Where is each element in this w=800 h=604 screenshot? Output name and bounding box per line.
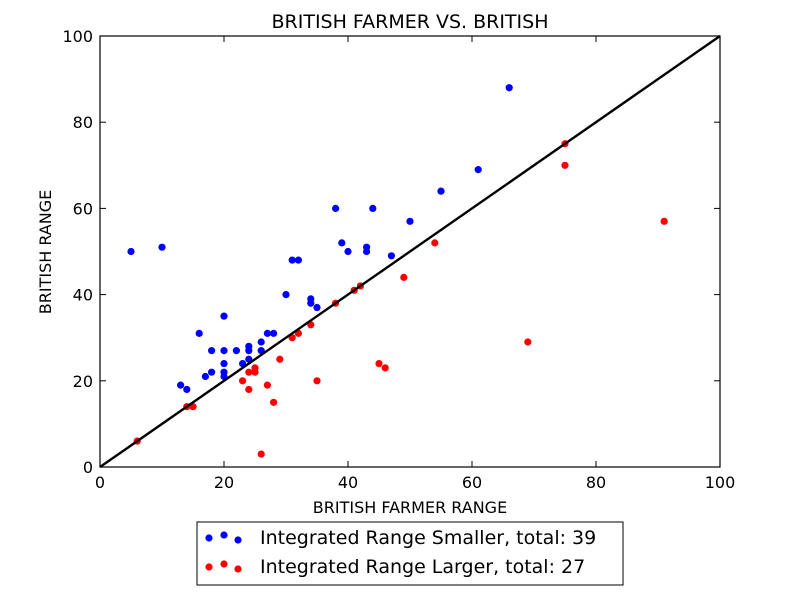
x-tick-label: 40 bbox=[338, 473, 358, 492]
x-tick-label: 0 bbox=[95, 473, 105, 492]
legend-marker-larger bbox=[205, 563, 213, 571]
data-point-larger bbox=[239, 377, 247, 385]
data-point-larger bbox=[313, 377, 321, 385]
legend-label-smaller: Integrated Range Smaller, total: 39 bbox=[260, 527, 596, 549]
data-point-larger bbox=[375, 359, 383, 368]
data-point-smaller bbox=[158, 243, 166, 251]
data-point-larger bbox=[257, 450, 265, 458]
data-point-smaller bbox=[232, 347, 240, 355]
data-point-smaller bbox=[220, 359, 228, 368]
data-point-smaller bbox=[294, 256, 302, 264]
y-tick-label: 60 bbox=[73, 199, 93, 218]
axis-ticks: 0 20 40 60 80 100 0 20 40 60 80 100 bbox=[62, 27, 735, 492]
data-point-larger bbox=[276, 355, 284, 363]
data-point-smaller bbox=[387, 252, 395, 260]
data-point-smaller bbox=[263, 329, 271, 337]
data-point-larger bbox=[561, 161, 569, 169]
data-point-smaller bbox=[208, 368, 216, 376]
x-tick-label: 100 bbox=[705, 473, 736, 492]
legend-frame bbox=[196, 521, 624, 586]
data-point-smaller bbox=[282, 291, 290, 299]
data-point-smaller bbox=[201, 372, 209, 381]
data-point-smaller bbox=[127, 247, 135, 256]
data-point-larger bbox=[400, 273, 408, 281]
data-point-smaller bbox=[313, 303, 321, 312]
y-axis-label: BRITISH RANGE bbox=[36, 190, 55, 314]
x-tick-label: 80 bbox=[586, 473, 606, 492]
data-point-smaller bbox=[332, 204, 340, 212]
plot-area bbox=[99, 35, 721, 468]
data-point-smaller bbox=[338, 239, 346, 247]
x-tick-label: 20 bbox=[214, 473, 234, 492]
data-point-smaller bbox=[183, 385, 191, 394]
data-point-larger bbox=[245, 385, 253, 394]
legend-markers bbox=[205, 531, 242, 573]
legend-marker-larger bbox=[234, 565, 242, 573]
data-point-smaller bbox=[195, 329, 203, 337]
data-point-smaller bbox=[505, 84, 513, 92]
data-point-smaller bbox=[307, 299, 315, 307]
data-point-smaller bbox=[406, 217, 414, 225]
data-point-smaller bbox=[177, 381, 185, 389]
y-tick-label: 100 bbox=[62, 27, 93, 46]
x-tick-label: 60 bbox=[462, 473, 482, 492]
data-point-smaller bbox=[474, 166, 482, 174]
data-point-smaller bbox=[270, 329, 278, 337]
data-point-smaller bbox=[363, 247, 371, 256]
data-point-smaller bbox=[344, 247, 352, 256]
data-point-larger bbox=[270, 398, 278, 406]
legend-marker-smaller bbox=[220, 531, 228, 539]
y-tick-label: 40 bbox=[73, 286, 93, 305]
data-point-smaller bbox=[220, 312, 228, 320]
data-point-larger bbox=[251, 368, 259, 376]
legend-marker-larger bbox=[220, 560, 228, 568]
data-point-smaller bbox=[257, 338, 265, 346]
data-point-larger bbox=[524, 338, 532, 346]
data-point-larger bbox=[245, 368, 253, 376]
plot-frame bbox=[99, 35, 721, 468]
y-tick-label: 0 bbox=[83, 458, 93, 477]
y-tick-label: 80 bbox=[73, 113, 93, 132]
legend-marker-smaller bbox=[234, 536, 242, 544]
reference-line bbox=[99, 35, 721, 468]
data-point-larger bbox=[431, 239, 439, 247]
chart-title: BRITISH FARMER VS. BRITISH bbox=[272, 11, 549, 33]
data-point-smaller bbox=[220, 347, 228, 355]
data-point-larger bbox=[263, 381, 271, 389]
data-point-larger bbox=[381, 364, 389, 372]
data-point-smaller bbox=[288, 256, 296, 264]
x-axis-label: BRITISH FARMER RANGE bbox=[313, 498, 507, 517]
data-point-smaller bbox=[437, 187, 445, 195]
data-point-larger bbox=[660, 217, 668, 225]
legend: Integrated Range Smaller, total: 39 Inte… bbox=[196, 521, 624, 586]
legend-marker-smaller bbox=[205, 534, 213, 542]
data-point-smaller bbox=[245, 347, 253, 355]
y-tick-label: 20 bbox=[73, 372, 93, 391]
data-point-smaller bbox=[208, 347, 216, 355]
legend-label-larger: Integrated Range Larger, total: 27 bbox=[260, 556, 585, 578]
data-point-smaller bbox=[369, 204, 377, 212]
